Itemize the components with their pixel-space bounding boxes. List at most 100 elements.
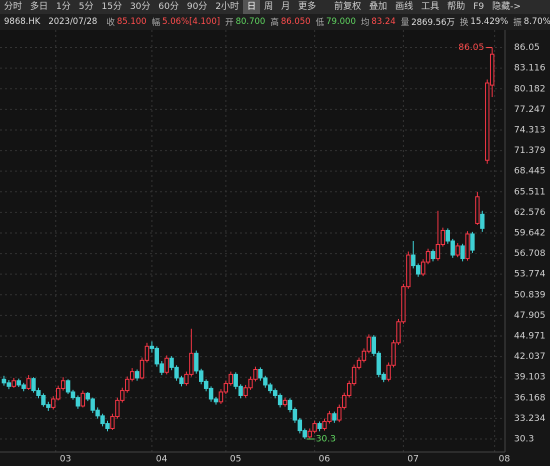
- candle-body: [307, 430, 312, 438]
- candle-body: [100, 415, 105, 425]
- period-tab[interactable]: 月: [281, 2, 291, 12]
- candle-body: [238, 385, 243, 396]
- candle-body: [430, 251, 436, 260]
- y-tick-label: 62.576: [514, 208, 546, 218]
- candle-body: [489, 53, 495, 86]
- tool-button[interactable]: F9: [473, 2, 485, 12]
- quote-value: 83.24: [371, 17, 396, 27]
- candle-body: [440, 229, 446, 246]
- candle-body: [223, 383, 229, 393]
- candle-body: [95, 409, 100, 417]
- period-tab[interactable]: 分时: [4, 2, 23, 12]
- candle-body: [26, 378, 31, 389]
- quote-label: 低: [315, 18, 325, 28]
- candle-body: [248, 378, 253, 389]
- candle-body: [287, 399, 293, 411]
- tool-button[interactable]: 画线: [395, 2, 414, 12]
- tool-button[interactable]: 帮助: [447, 2, 466, 12]
- candle-body: [11, 380, 17, 387]
- candle-body: [425, 251, 431, 263]
- x-tick-label: 05: [230, 455, 241, 465]
- period-tab[interactable]: 更多: [298, 2, 317, 12]
- y-tick-label: 83.116: [514, 64, 546, 74]
- candle-body: [376, 352, 381, 375]
- candle-body: [297, 419, 303, 432]
- candle-body: [70, 391, 76, 399]
- candle-body: [401, 286, 406, 323]
- candle-body: [465, 233, 470, 260]
- period-tab[interactable]: 15分: [101, 2, 122, 12]
- y-tick-label: 39.103: [514, 373, 546, 383]
- quote-value: 8.70%: [523, 17, 550, 27]
- tool-button[interactable]: 叠加: [369, 2, 388, 12]
- period-tab[interactable]: 1分: [56, 2, 71, 12]
- quote-label: 高: [270, 18, 279, 28]
- y-tick-label: 36.168: [514, 393, 546, 403]
- period-tab[interactable]: 30分: [129, 2, 151, 12]
- candle-body: [282, 399, 288, 406]
- candle-body: [6, 382, 12, 387]
- period-tab[interactable]: 90分: [186, 2, 208, 12]
- candle-body: [36, 390, 41, 396]
- y-tick-label: 53.774: [514, 270, 546, 280]
- candle-body: [208, 387, 214, 400]
- candle-body: [263, 377, 268, 386]
- period-tab[interactable]: 2小时: [215, 2, 240, 12]
- candle-body: [75, 397, 81, 407]
- period-tab[interactable]: 周: [264, 2, 274, 12]
- candle-body: [292, 409, 298, 421]
- y-tick-label: 59.642: [514, 228, 546, 238]
- candle-body: [134, 371, 140, 379]
- y-tick-label: 68.445: [514, 167, 546, 177]
- candle-body: [115, 399, 120, 418]
- y-tick-label: 65.511: [514, 187, 546, 197]
- candle-body: [475, 196, 480, 224]
- quote-info: 9868.HK 2023/07/28 收 85.100 幅 5.06%[4.100] 开 80…: [0, 14, 550, 30]
- quote-value: 85.100: [116, 17, 147, 27]
- candle-body: [199, 370, 204, 382]
- candle-body: [455, 245, 460, 256]
- candle-body: [228, 373, 234, 385]
- candle-body: [322, 420, 327, 429]
- period-tab[interactable]: 多日: [30, 2, 49, 12]
- candle-body: [164, 357, 169, 373]
- y-tick-label: 56.708: [514, 249, 546, 259]
- tool-button[interactable]: 前复权: [334, 2, 362, 12]
- candle-body: [272, 390, 278, 396]
- candle-body: [125, 378, 130, 392]
- candle-body: [317, 423, 322, 429]
- candle-body: [1, 378, 7, 384]
- tool-button[interactable]: 工具: [421, 2, 440, 12]
- tool-button[interactable]: 隐藏->: [492, 2, 521, 12]
- candle-body: [342, 394, 347, 408]
- period-tab[interactable]: 60分: [158, 2, 179, 12]
- candle-body: [159, 363, 164, 373]
- candle-body: [470, 233, 475, 251]
- x-tick-label: 04: [156, 455, 168, 465]
- candle-body: [213, 398, 219, 403]
- candle-body: [268, 384, 273, 392]
- annotation: 30.3: [316, 435, 336, 445]
- y-tick-label: 80.182: [514, 84, 546, 94]
- candle-body: [361, 350, 367, 361]
- period-tab[interactable]: 5分: [78, 2, 94, 12]
- candle-body: [337, 406, 342, 421]
- candle-body: [302, 430, 307, 438]
- candle-body: [420, 261, 426, 275]
- candle-body: [41, 394, 46, 406]
- candle-body: [139, 359, 145, 379]
- candle-body: [194, 352, 199, 372]
- candle-body: [218, 391, 224, 403]
- candle-body: [253, 368, 258, 380]
- candle-body: [312, 423, 317, 432]
- candle-body: [406, 254, 411, 288]
- candle-body: [450, 240, 455, 256]
- annotation: 86.05: [458, 43, 484, 53]
- candle-body: [480, 213, 485, 229]
- candle-body: [55, 387, 61, 400]
- candle-body: [154, 347, 160, 365]
- candle-body: [51, 398, 56, 408]
- period-tab[interactable]: 日: [243, 0, 261, 14]
- quote-value: 86.050: [280, 17, 311, 27]
